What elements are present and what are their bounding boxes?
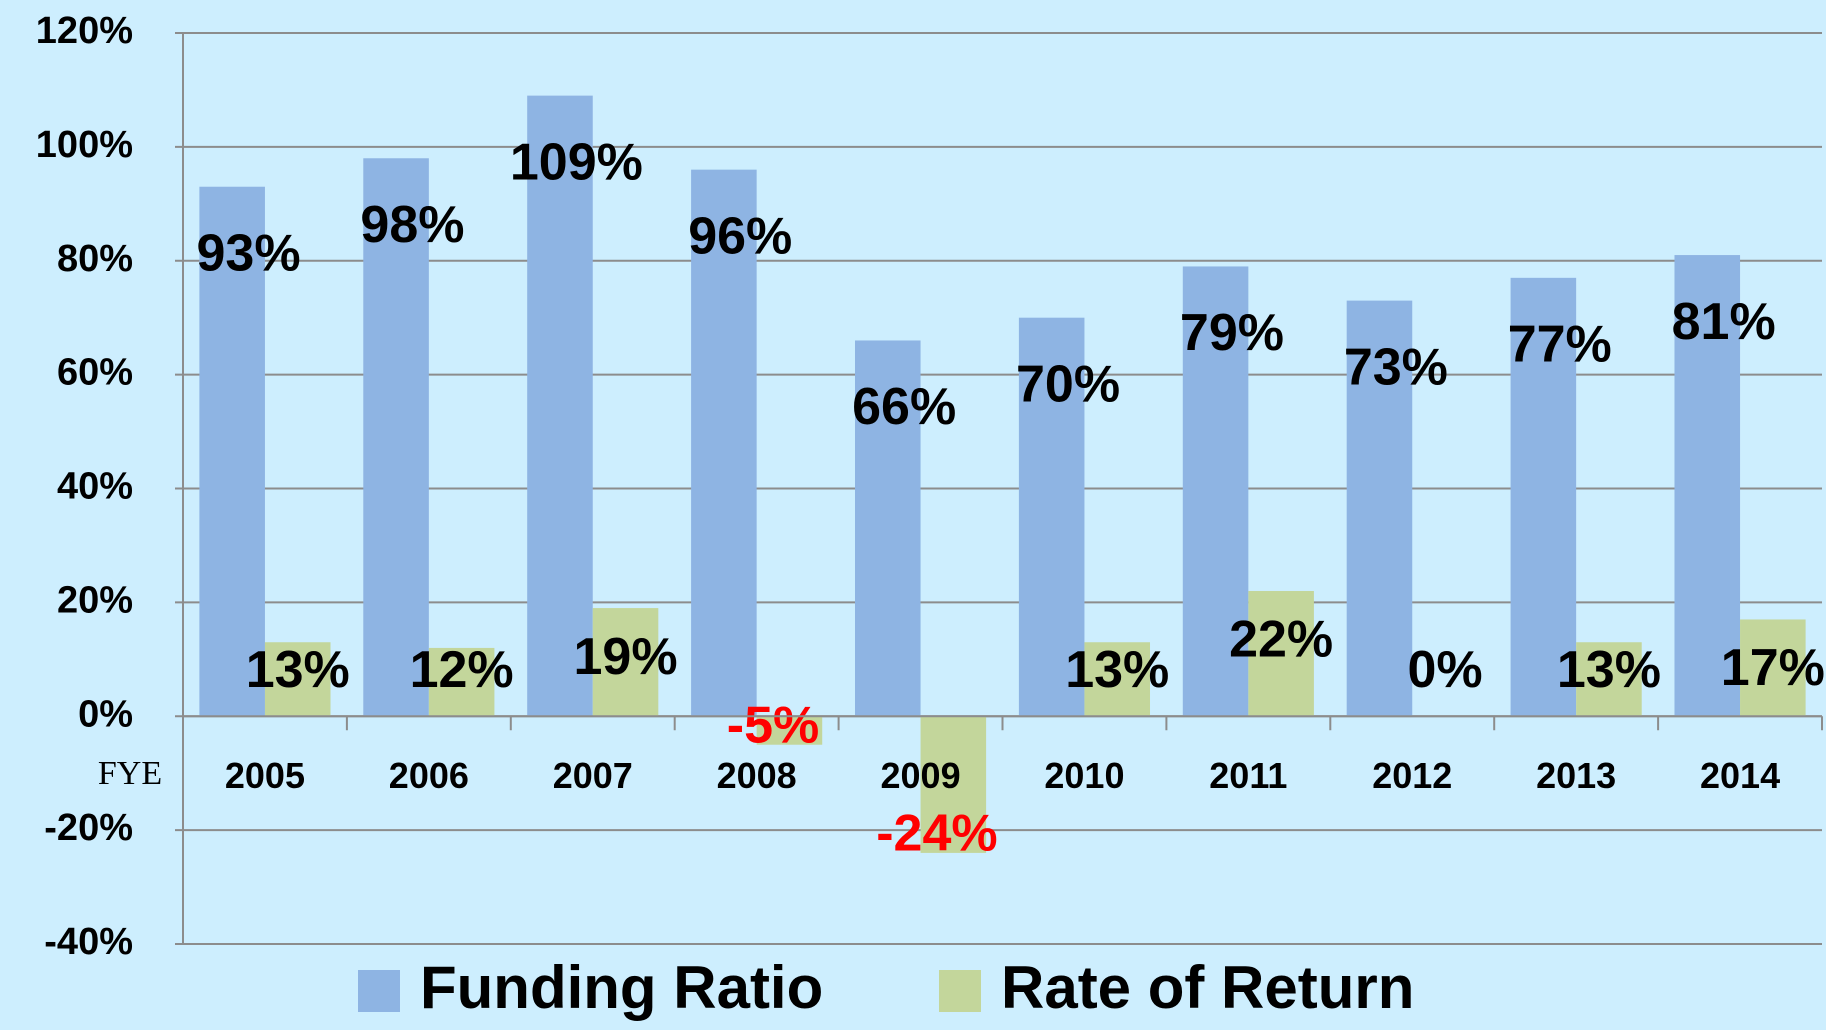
y-tick-label: -40% (44, 921, 133, 963)
bar (691, 169, 757, 717)
y-tick-label: 100% (36, 124, 133, 166)
value-label: 13% (1065, 641, 1169, 699)
legend-label: Rate of Return (1001, 954, 1414, 1021)
x-tick-label: 2010 (1044, 755, 1124, 796)
value-label: 98% (360, 196, 464, 254)
bar (1248, 590, 1314, 717)
bar (756, 716, 823, 745)
bar (1018, 317, 1085, 717)
value-label: 66% (852, 378, 956, 436)
x-tick-label: 2013 (1536, 755, 1616, 796)
x-tick-label: 2005 (225, 755, 305, 796)
value-label: 81% (1672, 293, 1776, 351)
value-label: 77% (1508, 316, 1612, 374)
bar (1510, 277, 1577, 717)
x-tick-label: 2008 (717, 755, 797, 796)
y-tick-label: 120% (36, 10, 133, 52)
bar (854, 340, 921, 717)
legend-label: Funding Ratio (420, 954, 823, 1021)
value-label: 70% (1016, 355, 1120, 413)
y-tick-label: 0% (78, 693, 133, 735)
value-label: 19% (573, 628, 677, 686)
legend-swatch (358, 970, 400, 1012)
x-axis-label: FYE (98, 755, 162, 792)
value-label: 12% (410, 641, 514, 699)
bar (1740, 619, 1806, 717)
bar (920, 716, 987, 853)
x-tick-label: 2007 (553, 755, 633, 796)
bar (1346, 300, 1413, 717)
y-tick-label: 40% (57, 466, 133, 508)
bar (1084, 642, 1151, 717)
value-label: 93% (197, 224, 301, 282)
bar (1576, 642, 1642, 717)
bar (1674, 255, 1741, 717)
value-label: 13% (1557, 641, 1661, 699)
y-tick-label: 60% (57, 352, 133, 394)
x-tick-label: 2012 (1372, 755, 1452, 796)
bar (527, 95, 593, 717)
legend-swatch (939, 970, 981, 1012)
bar (1182, 266, 1249, 717)
bar (199, 186, 265, 717)
value-label: -5% (727, 696, 819, 754)
y-tick-label: 80% (57, 238, 133, 280)
x-tick-label: 2009 (881, 755, 961, 796)
y-tick-label: 20% (57, 579, 133, 621)
bar (363, 158, 429, 717)
value-label: 79% (1180, 304, 1284, 362)
x-tick-label: 2011 (1209, 755, 1287, 796)
value-label: 0% (1407, 641, 1482, 699)
value-label: 96% (688, 207, 792, 265)
bar (264, 642, 331, 717)
value-label: 13% (246, 641, 350, 699)
value-label: 22% (1229, 611, 1333, 669)
bar (428, 647, 495, 717)
value-label: -24% (876, 805, 997, 863)
x-tick-label: 2006 (389, 755, 469, 796)
value-label: 17% (1721, 639, 1825, 697)
bar (592, 608, 659, 717)
value-label: 73% (1344, 338, 1448, 396)
x-tick-label: 2014 (1700, 755, 1780, 796)
y-tick-label: -20% (44, 807, 133, 849)
value-label: 109% (510, 133, 643, 191)
